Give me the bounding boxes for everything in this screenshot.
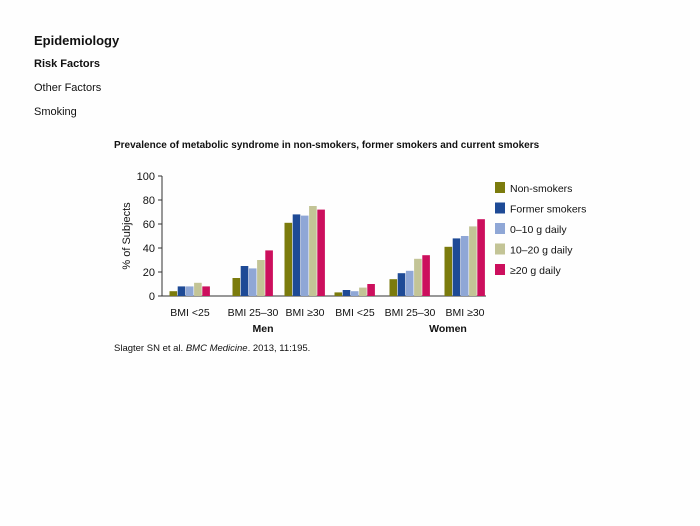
bar-non-smokers — [284, 222, 293, 296]
bar--20-g-daily — [317, 209, 325, 296]
bar-non-smokers — [169, 291, 178, 296]
bar-non-smokers — [334, 292, 343, 296]
bar-0-10-g-daily — [185, 286, 194, 296]
x-tick-label: BMI <25 — [335, 307, 375, 319]
bar--20-g-daily — [477, 219, 485, 296]
bar-former-smokers — [240, 266, 249, 296]
x-tick-label: BMI 25–30 — [385, 307, 436, 319]
legend-swatch — [495, 202, 505, 214]
bar-former-smokers — [452, 238, 461, 296]
y-tick-label: 100 — [137, 171, 155, 183]
bar-0-10-g-daily — [300, 215, 309, 296]
bar-former-smokers — [177, 286, 186, 296]
bar--20-g-daily — [422, 255, 430, 296]
y-tick-label: 80 — [143, 195, 155, 207]
x-tick-label: BMI ≥30 — [285, 307, 324, 319]
y-tick-label: 20 — [143, 267, 155, 279]
breadcrumb-smoking: Smoking — [34, 106, 77, 118]
x-tick-label: BMI <25 — [170, 307, 210, 319]
group-label-men: Men — [253, 323, 274, 335]
bar--20-g-daily — [265, 250, 273, 296]
citation-journal: BMC Medicine — [185, 343, 248, 354]
bar-10-20-g-daily — [469, 226, 477, 296]
chart-title: Prevalence of metabolic syndrome in non-… — [114, 140, 540, 151]
legend-label: Non-smokers — [510, 183, 572, 195]
legend-swatch — [495, 223, 505, 234]
x-tick-label: BMI ≥30 — [445, 307, 484, 319]
legend-label: 0–10 g daily — [510, 224, 567, 236]
legend-swatch — [495, 264, 505, 275]
bar-0-10-g-daily — [460, 236, 469, 296]
y-tick-label: 60 — [143, 219, 155, 231]
bar-10-20-g-daily — [257, 260, 265, 296]
legend-label: 10–20 g daily — [510, 245, 573, 257]
bar-0-10-g-daily — [405, 270, 414, 296]
legend-label: ≥20 g daily — [510, 265, 561, 277]
bar--20-g-daily — [367, 284, 375, 296]
bar-non-smokers — [444, 246, 453, 296]
section-title: Epidemiology — [34, 33, 120, 48]
citation: Slagter SN et al. BMC Medicine. 2013, 11… — [114, 343, 310, 354]
subsection-title: Risk Factors — [34, 58, 101, 70]
bar-10-20-g-daily — [194, 282, 202, 296]
x-tick-label: BMI 25–30 — [228, 307, 279, 319]
bar-former-smokers — [397, 273, 406, 296]
legend-swatch — [495, 243, 505, 255]
bar--20-g-daily — [202, 286, 210, 296]
citation-details: . 2013, 11:195. — [247, 343, 311, 354]
bar-0-10-g-daily — [248, 268, 257, 296]
bar-former-smokers — [292, 214, 301, 296]
bar-10-20-g-daily — [414, 258, 422, 296]
bar-0-10-g-daily — [350, 291, 359, 296]
y-axis-label: % of Subjects — [121, 202, 133, 270]
bar-former-smokers — [342, 290, 351, 296]
y-tick-label: 0 — [149, 291, 155, 303]
group-label-women: Women — [429, 323, 467, 335]
breadcrumb-other-factors: Other Factors — [34, 82, 102, 94]
citation-authors: Slagter SN et al. — [114, 343, 184, 354]
bar-non-smokers — [232, 278, 241, 296]
y-tick-label: 40 — [143, 243, 155, 255]
bar-10-20-g-daily — [309, 206, 317, 296]
bar-10-20-g-daily — [359, 287, 367, 296]
legend-label: Former smokers — [510, 204, 586, 216]
bar-non-smokers — [389, 279, 398, 296]
legend-swatch — [495, 182, 505, 193]
